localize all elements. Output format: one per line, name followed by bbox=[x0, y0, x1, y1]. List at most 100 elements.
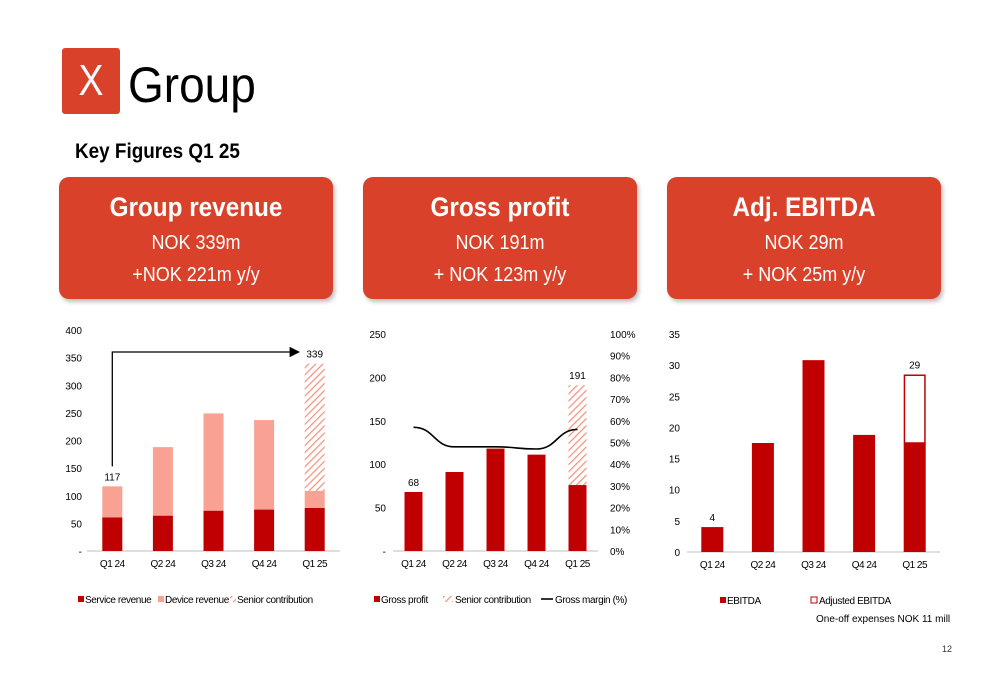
gross-margin-line bbox=[413, 426, 578, 450]
ebitda-note: One-off expenses NOK 11 mill bbox=[816, 614, 951, 625]
y2-tick-label: 0% bbox=[610, 547, 625, 558]
bar-segment bbox=[203, 413, 224, 511]
legend-label: Service revenue bbox=[85, 595, 152, 606]
legend-label: EBITDA bbox=[727, 596, 761, 607]
card-gross-profit: Gross profit NOK 191m + NOK 123m y/y bbox=[363, 177, 637, 299]
bar-segment bbox=[568, 485, 587, 551]
y-tick-label: 20 bbox=[669, 423, 681, 434]
bar-segment bbox=[203, 510, 224, 551]
card-title: Group revenue bbox=[109, 192, 283, 222]
legend-swatch bbox=[230, 596, 236, 602]
x-tick-label: Q1 25 bbox=[302, 559, 328, 570]
bar-segment bbox=[903, 443, 926, 552]
y-tick-label: 150 bbox=[65, 464, 82, 475]
y2-tick-label: 70% bbox=[610, 395, 630, 406]
gross-profit-chart: - 50 100 150 200 250 0% 10% 20% 30% 40% 50% 60% 70% 80… bbox=[369, 330, 635, 606]
bar-segment bbox=[102, 517, 123, 551]
y2-tick-label: 30% bbox=[610, 482, 630, 493]
bar-segment bbox=[304, 490, 325, 508]
data-label: 117 bbox=[104, 472, 120, 483]
legend-swatch bbox=[720, 597, 726, 603]
y-tick-label: 400 bbox=[65, 326, 82, 337]
bar-segment bbox=[254, 420, 275, 510]
x-tick-label: Q1 25 bbox=[902, 560, 928, 571]
legend-label: Senior contribution bbox=[455, 595, 531, 606]
legend-swatch bbox=[78, 596, 84, 602]
card-adj-ebitda: Adj. EBITDA NOK 29m + NOK 25m y/y bbox=[667, 177, 941, 299]
card-value: NOK 191m bbox=[455, 232, 545, 254]
data-label: 4 bbox=[710, 513, 716, 524]
y-tick-label: 0 bbox=[674, 548, 680, 559]
logo-letter: X bbox=[78, 56, 104, 105]
legend-swatch bbox=[810, 596, 818, 604]
page-subtitle: Key Figures Q1 25 bbox=[75, 140, 240, 163]
y-tick-label: - bbox=[79, 547, 82, 558]
page-number: 12 bbox=[942, 644, 953, 654]
x-tick-label: Q4 24 bbox=[852, 560, 878, 571]
ebitda-chart: 0 5 10 15 20 25 30 35 4 29 Q1 24 Q2 24 Q3 24 Q4 24 Q1 … bbox=[669, 330, 940, 607]
data-label: 29 bbox=[909, 360, 921, 371]
brand-name: Group bbox=[128, 57, 256, 113]
bar-segment bbox=[102, 486, 123, 518]
bar-segment bbox=[486, 448, 505, 551]
bar-segment bbox=[445, 472, 464, 551]
legend-label: Device revenue bbox=[165, 595, 230, 606]
y-tick-label: 100 bbox=[369, 460, 386, 471]
x-tick-label: Q4 24 bbox=[524, 559, 550, 570]
card-group-revenue: Group revenue NOK 339m +NOK 221m y/y bbox=[59, 177, 333, 299]
card-value: NOK 29m bbox=[764, 232, 844, 254]
bar-segment bbox=[404, 491, 423, 551]
card-change: +NOK 221m y/y bbox=[132, 264, 260, 286]
x-tick-label: Q1 24 bbox=[100, 559, 126, 570]
y-tick-label: 50 bbox=[375, 504, 387, 515]
y-tick-label: 250 bbox=[65, 409, 82, 420]
y-tick-label: 200 bbox=[369, 373, 386, 384]
bar-segment bbox=[903, 374, 926, 444]
legend-label: Adjusted EBITDA bbox=[819, 596, 892, 607]
data-label: 191 bbox=[569, 371, 586, 382]
bar-segment bbox=[152, 447, 173, 516]
card-title: Gross profit bbox=[430, 192, 570, 222]
bar-segment bbox=[853, 434, 876, 552]
card-title: Adj. EBITDA bbox=[732, 192, 876, 222]
y-tick-label: - bbox=[383, 547, 386, 558]
x-tick-label: Q1 24 bbox=[700, 560, 726, 571]
x-tick-label: Q3 24 bbox=[483, 559, 509, 570]
bar-segment bbox=[527, 454, 546, 551]
legend-label: Gross profit bbox=[381, 595, 429, 606]
card-value: NOK 339m bbox=[151, 232, 241, 254]
y-tick-label: 15 bbox=[669, 455, 681, 466]
bar-segment bbox=[568, 385, 587, 486]
growth-arrow bbox=[111, 346, 301, 467]
bar-segment bbox=[304, 363, 325, 491]
y-tick-label: 200 bbox=[65, 437, 82, 448]
x-tick-label: Q1 24 bbox=[401, 559, 427, 570]
y-tick-label: 50 bbox=[71, 519, 83, 530]
revenue-chart: - 50 100 150 200 250 300 350 400 117 339 Q1 24 Q2 24… bbox=[65, 326, 340, 606]
data-label: 68 bbox=[408, 478, 420, 489]
bar-segment bbox=[254, 509, 275, 551]
bar-segment bbox=[701, 527, 724, 552]
bar-segment bbox=[304, 507, 325, 551]
x-tick-label: Q3 24 bbox=[801, 560, 827, 571]
y2-tick-label: 80% bbox=[610, 373, 630, 384]
legend-label: Senior contribution bbox=[237, 595, 313, 606]
y2-tick-label: 10% bbox=[610, 525, 630, 536]
y2-tick-label: 60% bbox=[610, 417, 630, 428]
data-label: 339 bbox=[306, 350, 323, 361]
legend-swatch bbox=[374, 596, 380, 602]
x-tick-label: Q2 24 bbox=[151, 559, 177, 570]
y2-tick-label: 50% bbox=[610, 439, 630, 450]
y-tick-label: 10 bbox=[669, 486, 681, 497]
y-tick-label: 35 bbox=[669, 330, 681, 341]
x-tick-label: Q4 24 bbox=[252, 559, 278, 570]
legend-swatch bbox=[443, 596, 453, 602]
x-tick-label: Q3 24 bbox=[201, 559, 227, 570]
legend-swatch bbox=[158, 596, 164, 602]
y-tick-label: 350 bbox=[65, 354, 82, 365]
y2-tick-label: 40% bbox=[610, 460, 630, 471]
brand-logo: X bbox=[62, 48, 120, 114]
y-tick-label: 100 bbox=[65, 492, 82, 503]
bar-segment bbox=[802, 360, 825, 552]
